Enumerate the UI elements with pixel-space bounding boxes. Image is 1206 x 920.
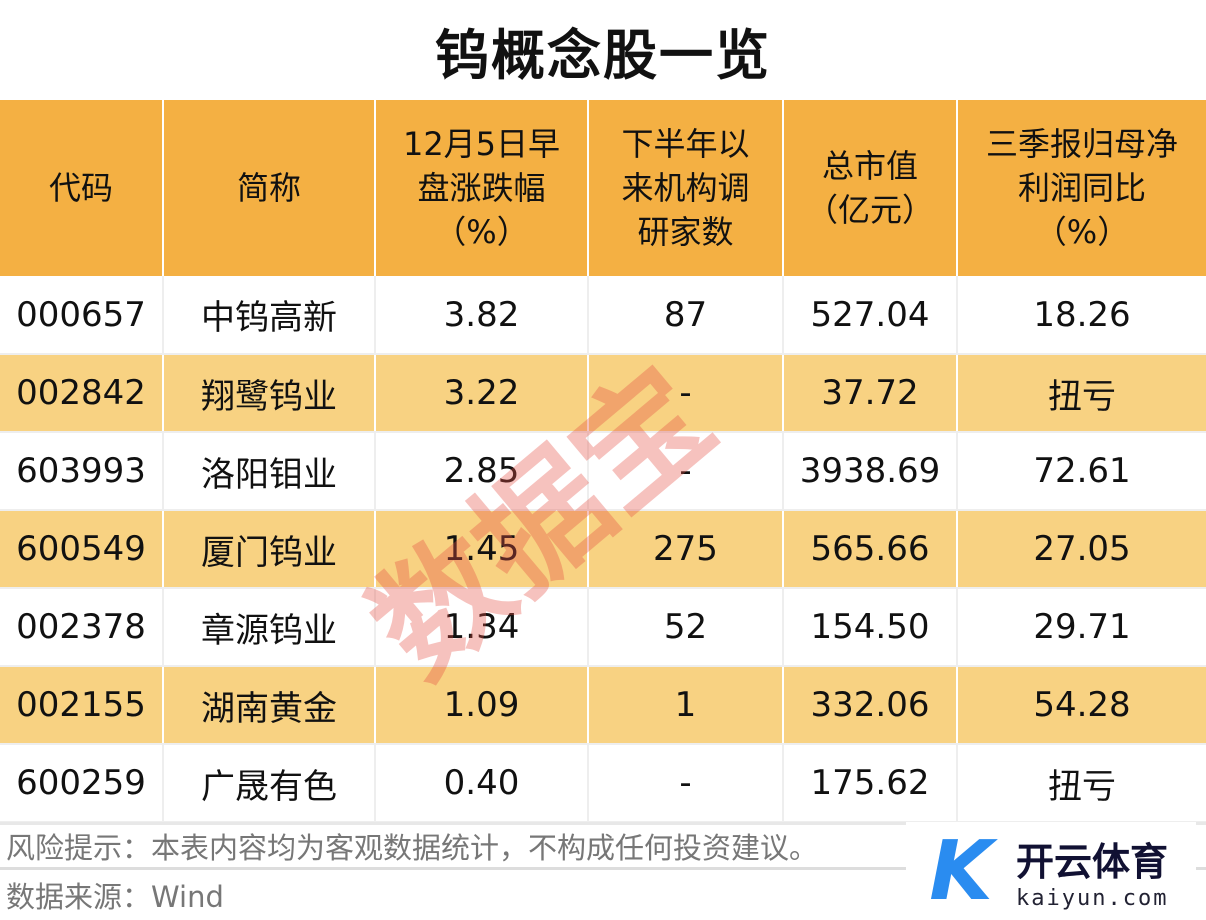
table-cell: 1.09 (375, 666, 589, 745)
table-row: 002155 湖南黄金 1.09 1 332.06 54.28 (0, 666, 1206, 745)
table-cell: 565.66 (783, 510, 958, 589)
table-cell: 18.26 (957, 276, 1206, 355)
table-cell: 332.06 (783, 666, 958, 745)
table-row: 600549 厦门钨业 1.45 275 565.66 27.05 (0, 510, 1206, 589)
column-header: 12月5日早 盘涨跌幅 （%） (375, 100, 589, 276)
table-cell: 洛阳钼业 (163, 432, 376, 511)
table-cell: 3.22 (375, 354, 589, 433)
table-cell: - (588, 432, 784, 511)
table-row: 600259 广晟有色 0.40-175.62 扭亏 (0, 744, 1206, 823)
table-cell: 厦门钨业 (163, 510, 376, 589)
data-source: 数据来源：Wind (6, 880, 224, 914)
column-header: 代码 (0, 100, 164, 276)
table-cell: 002155 (0, 666, 164, 745)
table-cell: 600549 (0, 510, 164, 589)
table-row: 000657 中钨高新 3.82 87 527.04 18.26 (0, 276, 1206, 355)
table-row: 002378 章源钨业 1.34 52 154.50 29.71 (0, 588, 1206, 667)
table-row: 002842 翔鹭钨业 3.22-37.72 扭亏 (0, 354, 1206, 433)
table-row: 603993 洛阳钼业 2.85-3938.69 72.61 (0, 432, 1206, 511)
table-cell: 29.71 (957, 588, 1206, 667)
logo-name: 开云体育 (1016, 840, 1169, 884)
logo-k-icon: K (929, 823, 993, 919)
table-cell: 2.85 (375, 432, 589, 511)
table-cell: 扭亏 (957, 354, 1206, 433)
table-cell: 翔鹭钨业 (163, 354, 376, 433)
table-cell: 章源钨业 (163, 588, 376, 667)
table-cell: 002842 (0, 354, 164, 433)
table-cell: 275 (588, 510, 784, 589)
table-cell: 603993 (0, 432, 164, 511)
table-cell: 广晟有色 (163, 744, 376, 823)
table-cell: 3.82 (375, 276, 589, 355)
table-cell: 中钨高新 (163, 276, 376, 355)
table-cell: 37.72 (783, 354, 958, 433)
table-cell: 527.04 (783, 276, 958, 355)
table-cell: - (588, 354, 784, 433)
risk-disclaimer: 风险提示：本表内容均为客观数据统计，不构成任何投资建议。 (0, 822, 1206, 870)
logo: K 开云体育 kaiyun.com (906, 822, 1196, 920)
table-cell: 27.05 (957, 510, 1206, 589)
page-title: 钨概念股一览 (435, 23, 771, 87)
table-cell: 1 (588, 666, 784, 745)
column-header: 三季报归母净 利润同比 （%） (957, 100, 1206, 276)
table-cell: 湖南黄金 (163, 666, 376, 745)
table-cell: 175.62 (783, 744, 958, 823)
table-cell: 600259 (0, 744, 164, 823)
table-cell: 3938.69 (783, 432, 958, 511)
table-cell: 52 (588, 588, 784, 667)
table-cell: 1.34 (375, 588, 589, 667)
column-header: 下半年以 来机构调 研家数 (588, 100, 784, 276)
column-header: 总市值（亿元） (783, 100, 958, 276)
table-cell: 1.45 (375, 510, 589, 589)
table-cell: 扭亏 (957, 744, 1206, 823)
table-cell: 154.50 (783, 588, 958, 667)
logo-url: kaiyun.com (1016, 886, 1169, 911)
table-cell: 87 (588, 276, 784, 355)
column-header: 简称 (163, 100, 376, 276)
table-cell: 000657 (0, 276, 164, 355)
table-cell: 0.40 (375, 744, 589, 823)
table-cell: 002378 (0, 588, 164, 667)
table-cell: 54.28 (957, 666, 1206, 745)
stock-table: 代码 简称 12月5日早 盘涨跌幅 （%） 下半年以 来机构调 研家数 总市值（亿元） 三季报归母… (0, 100, 1206, 823)
table-cell: 72.61 (957, 432, 1206, 511)
table-cell: - (588, 744, 784, 823)
